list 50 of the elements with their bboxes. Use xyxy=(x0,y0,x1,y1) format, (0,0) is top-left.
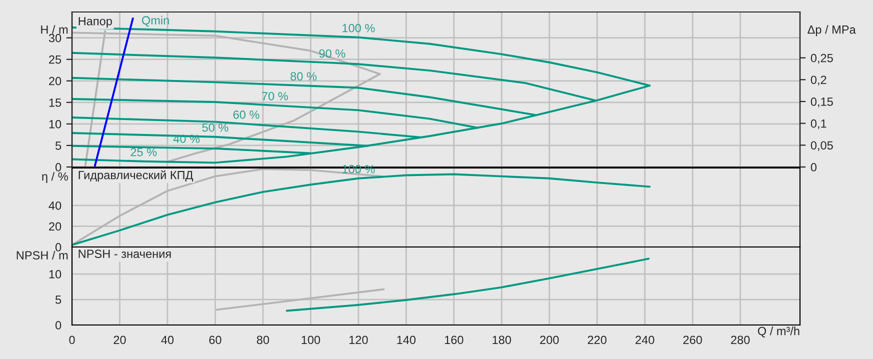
chart-title: Гидравлический КПД xyxy=(78,170,194,182)
y2-tick-label: 0,05 xyxy=(810,141,833,151)
annotation: 100 % xyxy=(342,24,375,32)
annotation: Qmin xyxy=(142,16,169,27)
y-tick-label: 25 xyxy=(49,55,62,64)
chart-title: NPSH - значения xyxy=(78,250,171,258)
y-tick-label: 20 xyxy=(49,222,62,231)
x-tick-label: 20 xyxy=(114,336,126,344)
x-tick-label: 100 xyxy=(302,336,320,344)
y-tick-label: 40 xyxy=(48,201,62,210)
y-tick-label: 0 xyxy=(55,243,62,252)
x-tick-label: 200 xyxy=(540,336,559,344)
y-tick-label: 15 xyxy=(49,98,62,107)
y-axis-title: NPSH / m xyxy=(16,250,68,260)
chart-title: Напор xyxy=(78,17,112,28)
x-tick-label: 0 xyxy=(69,336,75,344)
x-tick-label: 40 xyxy=(161,336,174,344)
y-tick-label: 0 xyxy=(55,163,62,172)
x-tick-label: 160 xyxy=(444,336,464,344)
y-tick-label: 10 xyxy=(49,120,62,128)
annotation: 25 % xyxy=(130,148,157,156)
y2-tick-label: 0 xyxy=(810,163,817,172)
y-tick-label: 10 xyxy=(49,270,62,278)
x-tick-label: 120 xyxy=(349,336,368,344)
y-tick-label: 0 xyxy=(55,321,62,330)
y2-tick-label: 0,25 xyxy=(810,54,833,64)
annotation: 60 % xyxy=(233,110,260,119)
x-tick-label: 80 xyxy=(256,336,270,344)
y-tick-label: 5 xyxy=(55,142,62,150)
y2-tick-label: 0,2 xyxy=(810,76,826,86)
y-tick-label: 5 xyxy=(55,296,62,304)
annotation: 70 % xyxy=(262,92,288,100)
x-tick-label: 180 xyxy=(492,336,512,344)
y2-axis-title: Δp / MPa xyxy=(808,25,856,36)
y2-tick-label: 0,1 xyxy=(810,119,826,130)
x-tick-label: 220 xyxy=(588,336,607,344)
y-axis-title: η / % xyxy=(42,172,68,183)
x-tick-label: 60 xyxy=(209,336,222,344)
annotation: 90 % xyxy=(319,49,346,58)
y-tick-label: 30 xyxy=(48,34,62,42)
y2-tick-label: 0,15 xyxy=(810,98,833,108)
x-axis-title: Q / m³/h xyxy=(758,326,800,338)
x-tick-label: 280 xyxy=(731,336,750,344)
x-tick-label: 240 xyxy=(636,336,654,344)
y-axis-title: H / m xyxy=(41,25,68,34)
x-tick-label: 260 xyxy=(683,336,702,344)
annotation: 50 % xyxy=(202,123,228,132)
annotation: 80 % xyxy=(290,72,317,81)
x-tick-label: 140 xyxy=(397,336,416,344)
y-tick-label: 20 xyxy=(49,76,62,86)
